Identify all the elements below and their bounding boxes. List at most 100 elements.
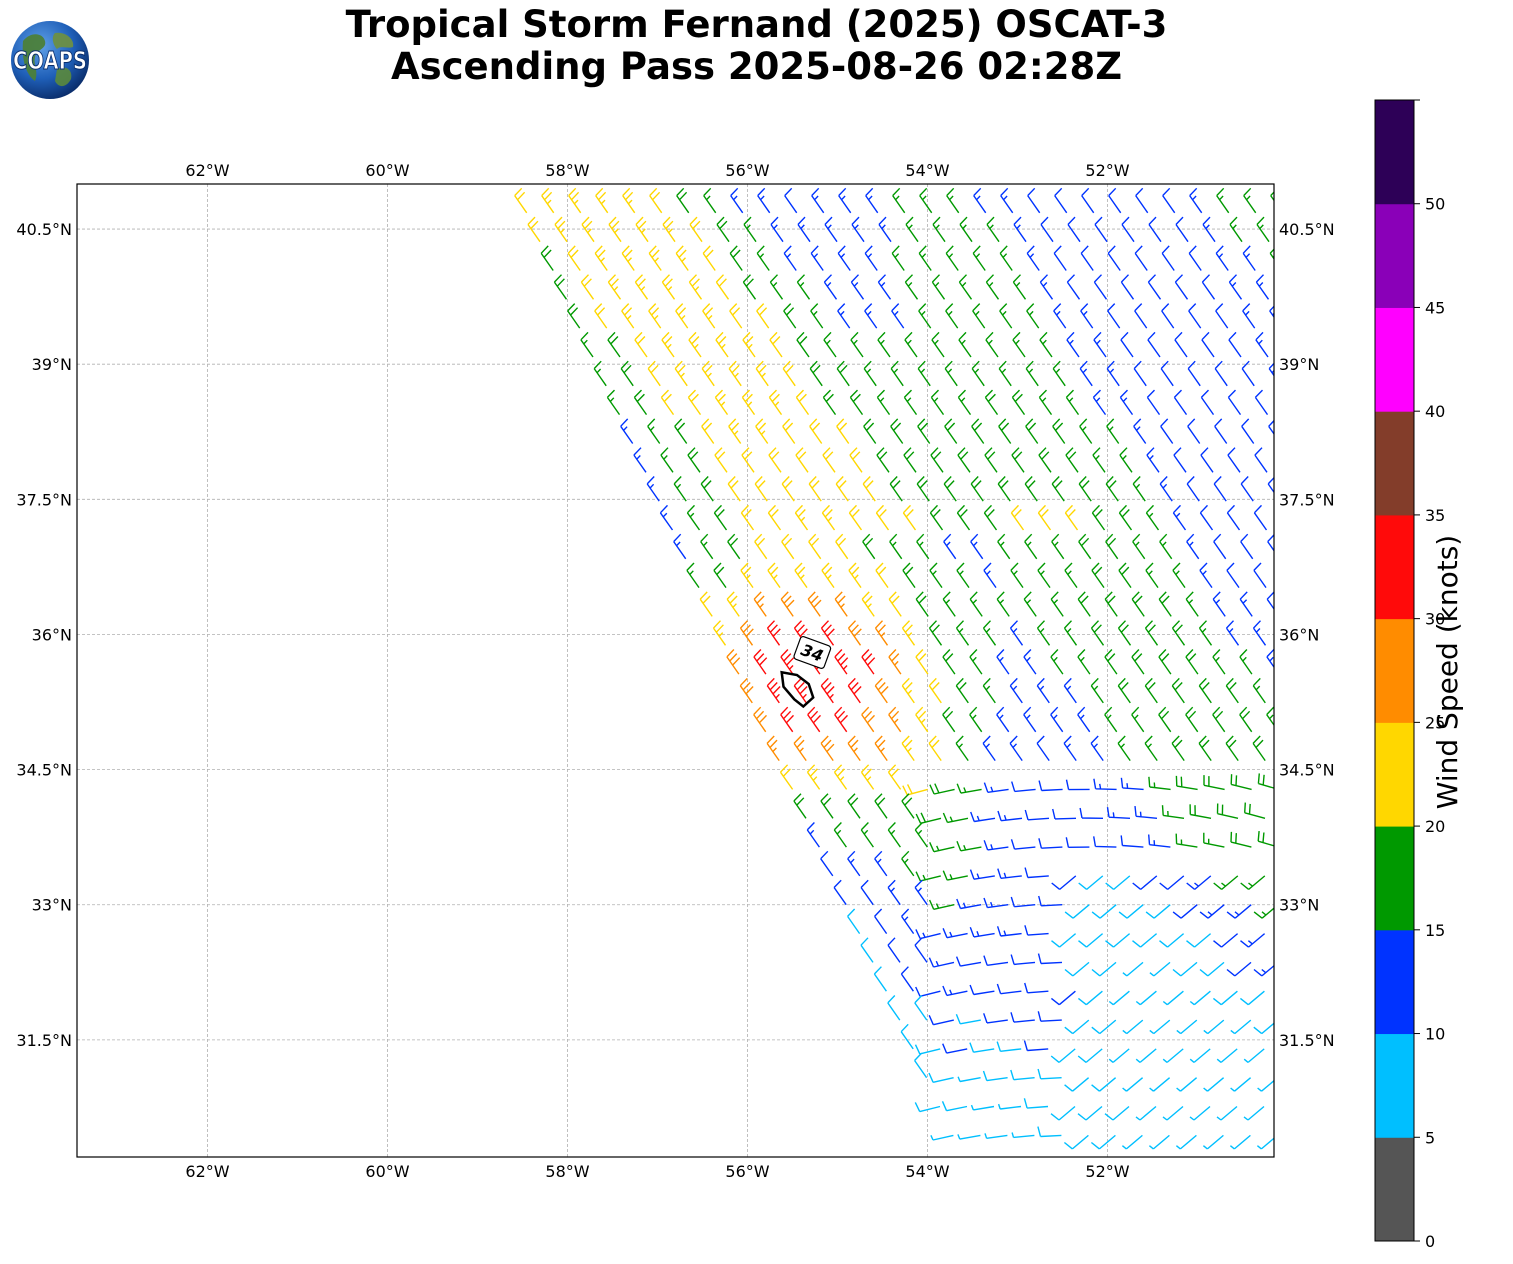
wind-barb-38 xyxy=(757,187,771,214)
wind-barb-142 xyxy=(594,303,608,329)
map-frame xyxy=(76,183,1275,1158)
wind-barb-308 xyxy=(1024,476,1038,502)
wind-barb-141 xyxy=(567,303,581,329)
wind-barb-372 xyxy=(902,562,916,589)
wind-barb-676 xyxy=(957,1076,981,1083)
wind-barb-599 xyxy=(874,908,888,935)
wind-barb-673 xyxy=(1243,1048,1265,1063)
wind-barb-27 xyxy=(1241,184,1243,185)
wind-barb-165 xyxy=(1215,303,1229,329)
wind-barb-511 xyxy=(833,764,848,790)
colorbar-bin-9 xyxy=(1375,203,1414,308)
wind-barb-314 xyxy=(1186,476,1200,502)
wind-barb-695 xyxy=(1104,1105,1130,1121)
wind-barb-228 xyxy=(822,389,837,416)
wind-barb-467 xyxy=(1198,677,1212,704)
colorbar-bin-3 xyxy=(1375,826,1414,931)
wind-barb-442 xyxy=(1077,649,1091,675)
wind-barb-637 xyxy=(1050,990,1076,1006)
wind-barb-355 xyxy=(1051,533,1065,560)
wind-barb-617 xyxy=(928,957,955,968)
wind-barb-208 xyxy=(971,360,985,387)
wind-barb-665 xyxy=(1023,1040,1049,1052)
wind-barb-203 xyxy=(836,360,850,387)
wind-barb-73 xyxy=(932,216,946,243)
wind-barb-651 xyxy=(1037,1011,1062,1022)
wind-barb-462 xyxy=(1063,677,1077,704)
colorbar-tick-label-8: 40 xyxy=(1425,402,1445,421)
wind-barb-134 xyxy=(1093,274,1108,300)
wind-barb-677 xyxy=(982,1070,1008,1082)
wind-barb-163 xyxy=(1161,303,1175,329)
wind-barb-493 xyxy=(847,735,861,762)
wind-barb-483 xyxy=(1104,706,1118,733)
colorbar-tick-label-7: 35 xyxy=(1425,506,1445,525)
wind-barb-494 xyxy=(874,735,888,762)
wind-barb-412 xyxy=(820,620,835,646)
wind-barb-680 xyxy=(1064,1077,1090,1092)
wind-barb-244 xyxy=(1254,389,1269,416)
wind-barb-175 xyxy=(769,331,783,358)
wind-barb-336 xyxy=(1145,504,1160,531)
wind-barb-236 xyxy=(1038,389,1053,416)
wind-barb-338 xyxy=(1199,504,1214,531)
lon-label-top-3: 56°W xyxy=(725,161,769,180)
lon-label-bottom-0: 62°W xyxy=(185,1162,229,1181)
wind-barb-571 xyxy=(997,868,1022,879)
wind-barb-669 xyxy=(1135,1048,1157,1063)
wind-barb-80 xyxy=(1121,216,1135,243)
wind-barb-697 xyxy=(1162,1105,1184,1121)
wind-barb-517 xyxy=(983,782,1009,793)
wind-barb-179 xyxy=(877,331,891,358)
wind-barb-327 xyxy=(902,504,917,531)
wind-barb-423 xyxy=(1117,620,1132,646)
wind-barb-105 xyxy=(1053,245,1067,271)
wind-barb-694 xyxy=(1077,1105,1103,1121)
wind-barb-512 xyxy=(860,764,875,790)
wind-barb-565 xyxy=(847,850,861,877)
lat-label-right-6: 31.5°N xyxy=(1279,1031,1335,1050)
wind-barb-110 xyxy=(1188,245,1202,271)
wind-barb-611 xyxy=(1186,933,1212,948)
wind-barb-62 xyxy=(635,216,649,243)
wind-barb-521 xyxy=(1093,778,1117,791)
wind-barb-679 xyxy=(1037,1068,1062,1080)
wind-barb-296 xyxy=(700,476,714,502)
wind-barb-20 xyxy=(1052,184,1054,185)
wind-barb-162 xyxy=(1134,303,1148,329)
wind-barb-150 xyxy=(810,303,824,329)
contour-34kt-line xyxy=(780,670,815,709)
wind-barb-33 xyxy=(622,187,636,214)
wind-barb-213 xyxy=(1106,360,1120,387)
wind-barb-124 xyxy=(823,274,838,300)
wind-barb-266 xyxy=(1187,418,1201,444)
wind-barb-282 xyxy=(957,447,971,473)
wind-barb-307 xyxy=(997,476,1011,502)
wind-barb-274 xyxy=(741,447,755,473)
wind-barb-345 xyxy=(781,533,795,560)
wind-barb-271 xyxy=(660,447,674,473)
wind-barb-297 xyxy=(727,476,741,502)
wind-barb-465 xyxy=(1144,677,1158,704)
wind-barb-703 xyxy=(984,1133,1008,1139)
wind-barb-100 xyxy=(918,245,932,271)
wind-barb-387 xyxy=(726,591,740,617)
wind-barb-470 xyxy=(753,706,768,733)
wind-barb-559 xyxy=(1148,834,1171,848)
wind-barb-472 xyxy=(807,706,822,733)
wind-barb-671 xyxy=(1189,1048,1211,1063)
wind-barb-618 xyxy=(955,956,982,967)
wind-barb-24 xyxy=(1160,184,1162,185)
wind-barb-577 xyxy=(1159,875,1185,890)
wind-barb-489 xyxy=(1266,706,1274,727)
wind-barb-397 xyxy=(996,591,1010,617)
wind-barb-504 xyxy=(1144,735,1158,762)
wind-barb-293 xyxy=(1254,447,1268,473)
wind-barb-54 xyxy=(1189,187,1203,214)
wind-barb-656 xyxy=(1176,1019,1198,1035)
wind-barb-329 xyxy=(956,504,971,531)
wind-barb-535 xyxy=(970,811,996,823)
wind-barb-260 xyxy=(1025,418,1039,444)
wind-barb-251 xyxy=(782,418,796,444)
wind-barb-591 xyxy=(1091,904,1117,919)
